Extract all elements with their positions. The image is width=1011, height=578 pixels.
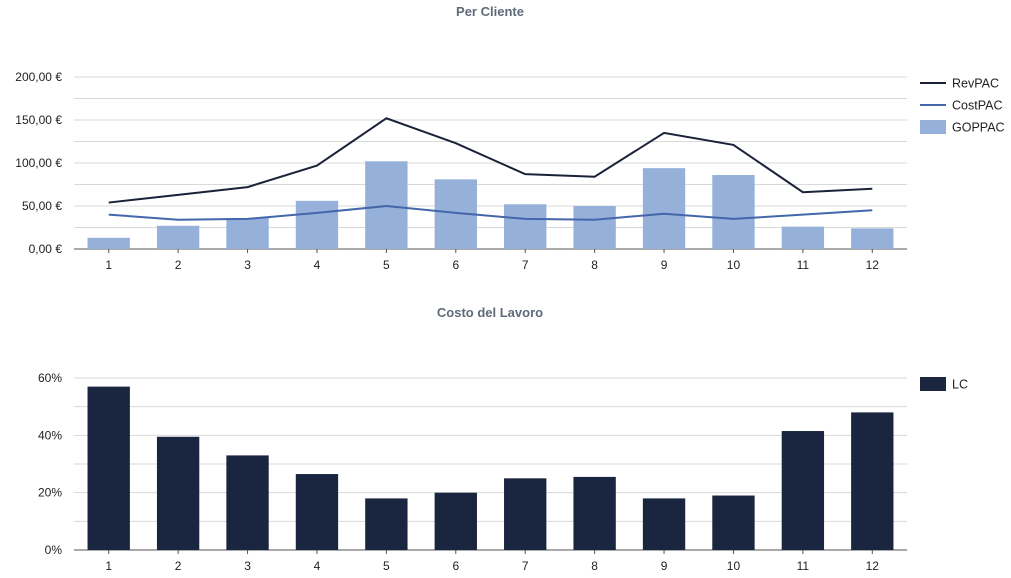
bar-lc bbox=[295, 474, 339, 550]
bar-goppac bbox=[226, 218, 269, 249]
x-tick-label: 9 bbox=[661, 258, 668, 272]
y-tick-label: 40% bbox=[38, 428, 62, 442]
bar-goppac bbox=[295, 200, 339, 249]
x-tick-label: 8 bbox=[591, 258, 598, 272]
bar-lc bbox=[156, 436, 200, 550]
x-tick-label: 5 bbox=[383, 559, 390, 573]
bar-goppac bbox=[156, 225, 200, 249]
legend-label-revpac: RevPAC bbox=[952, 77, 999, 91]
x-tick-label: 7 bbox=[522, 258, 529, 272]
legend-label-lc: LC bbox=[952, 378, 968, 392]
bar-lc bbox=[365, 498, 408, 550]
chart-per-cliente: Per Cliente 0,00 € 50,00 € 100,00 € 150,00 €… bbox=[15, 4, 1005, 272]
chart-title: Costo del Lavoro bbox=[437, 305, 543, 320]
bar-lc bbox=[851, 412, 894, 550]
x-tick-label: 12 bbox=[866, 258, 880, 272]
x-tick-label: 1 bbox=[105, 559, 112, 573]
bar-goppac bbox=[712, 175, 755, 249]
x-tick-label: 10 bbox=[727, 258, 741, 272]
x-tick-label: 9 bbox=[661, 559, 668, 573]
y-tick-label: 50,00 € bbox=[22, 199, 62, 213]
x-tick-label: 12 bbox=[866, 559, 880, 573]
bar-goppac bbox=[851, 228, 894, 249]
bar-lc bbox=[781, 431, 825, 550]
legend-swatch-lc bbox=[920, 377, 946, 391]
x-tick-label: 11 bbox=[797, 258, 810, 272]
y-tick-label: 0,00 € bbox=[29, 242, 63, 256]
x-tick-label: 5 bbox=[383, 258, 390, 272]
x-tick-label: 4 bbox=[314, 559, 321, 573]
x-tick-label: 1 bbox=[105, 258, 112, 272]
y-tick-label: 0% bbox=[45, 543, 63, 557]
bar-goppac bbox=[573, 206, 616, 249]
y-tick-label: 20% bbox=[38, 486, 62, 500]
bar-lc bbox=[87, 386, 130, 550]
y-tick-label: 150,00 € bbox=[15, 113, 62, 127]
bar-lc bbox=[712, 495, 755, 550]
x-tick-label: 6 bbox=[452, 559, 459, 573]
bar-lc bbox=[573, 476, 616, 550]
bar-goppac bbox=[87, 237, 130, 249]
x-tick-label: 4 bbox=[314, 258, 321, 272]
bar-lc bbox=[434, 492, 477, 550]
y-tick-label: 200,00 € bbox=[15, 70, 62, 84]
legend-swatch-goppac bbox=[920, 120, 946, 134]
chart-title: Per Cliente bbox=[456, 4, 524, 19]
x-tick-label: 2 bbox=[175, 559, 182, 573]
x-tick-label: 10 bbox=[727, 559, 741, 573]
bar-lc bbox=[226, 455, 269, 550]
y-tick-label: 60% bbox=[38, 371, 62, 385]
x-tick-label: 11 bbox=[797, 559, 810, 573]
line-revpac bbox=[108, 117, 873, 204]
x-tick-label: 3 bbox=[244, 258, 251, 272]
bar-goppac bbox=[642, 168, 686, 249]
bar-goppac bbox=[504, 204, 547, 249]
legend-label-costpac: CostPAC bbox=[952, 99, 1002, 113]
x-tick-label: 7 bbox=[522, 559, 529, 573]
x-tick-label: 8 bbox=[591, 559, 598, 573]
line-costpac bbox=[108, 204, 873, 221]
x-tick-label: 2 bbox=[175, 258, 182, 272]
bar-lc bbox=[504, 478, 547, 550]
y-tick-label: 100,00 € bbox=[15, 156, 62, 170]
bar-goppac bbox=[781, 226, 825, 249]
bar-lc bbox=[642, 498, 686, 550]
chart-costo-del-lavoro: Costo del Lavoro 0% 20% 40% 60% 1 2 3 4 5 6 7 8 9 10 11… bbox=[0, 300, 1011, 578]
x-tick-label: 3 bbox=[244, 559, 251, 573]
x-tick-label: 6 bbox=[452, 258, 459, 272]
legend-label-goppac: GOPPAC bbox=[952, 121, 1005, 135]
chart-per-cliente-svg: Per Cliente 0,00 € 50,00 € 100,00 € 150,00 €… bbox=[15, 4, 1005, 272]
